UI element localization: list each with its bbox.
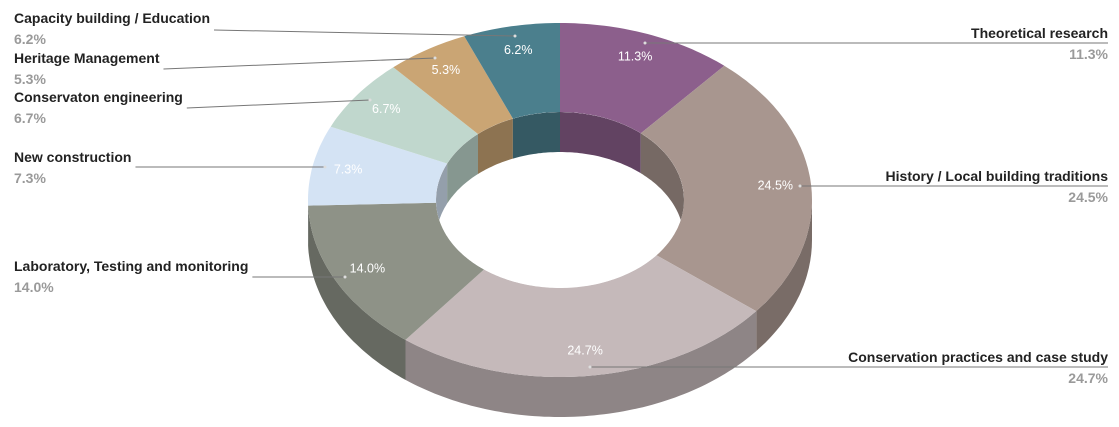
percent-label: 6.2%: [14, 31, 46, 47]
hole: [436, 112, 684, 288]
category-label: Conservaton engineering: [14, 89, 183, 105]
slice: [393, 36, 513, 134]
callout-line: [163, 57, 436, 70]
slice-label: 6.2%: [504, 43, 533, 57]
category-label: Conservation practices and case study: [848, 349, 1108, 365]
callout-dot: [513, 34, 517, 38]
slice-inner-wall: [640, 133, 684, 240]
percent-label: 14.0%: [14, 279, 54, 295]
category-label: Theoretical research: [971, 25, 1108, 41]
category-label: Heritage Management: [14, 50, 160, 66]
callout-dot: [433, 56, 437, 60]
slices: [308, 23, 812, 377]
percent-label: 7.3%: [14, 170, 46, 186]
slice: [330, 67, 478, 164]
percent-label: 11.3%: [1069, 46, 1108, 62]
percent-label: 6.7%: [14, 110, 46, 126]
slice-label: 14.0%: [350, 261, 385, 275]
slice-side: [308, 205, 406, 380]
callout-dot: [368, 98, 372, 102]
percent-label: 24.7%: [1068, 370, 1108, 386]
slice-label: 24.7%: [567, 343, 602, 357]
slice-label: 6.7%: [372, 102, 401, 116]
percent-label: 24.5%: [1068, 189, 1108, 205]
category-label: Laboratory, Testing and monitoring: [14, 258, 248, 274]
slice-inner-wall: [560, 112, 641, 174]
slice-label: 24.5%: [758, 178, 793, 192]
labels: 11.3% 24.5% 24.7% 14.0% 7.3% 6.7% 5.3% 6.2% Theo…: [14, 10, 1109, 386]
slice: [308, 202, 484, 340]
callout-line: [214, 29, 516, 37]
side-walls: [308, 200, 812, 417]
category-label: Capacity building / Education: [14, 10, 210, 26]
slice-side: [405, 311, 757, 417]
slice: [308, 126, 448, 206]
slice-label: 11.3%: [618, 50, 653, 64]
callout-dot: [643, 41, 647, 45]
callout-dot: [798, 184, 802, 188]
slice-inner-wall: [447, 134, 478, 204]
slice: [640, 65, 812, 312]
slice-label: 7.3%: [334, 162, 363, 176]
slice: [560, 23, 725, 134]
slice-inner-wall: [512, 112, 560, 159]
category-label: New construction: [14, 149, 131, 165]
category-label: History / Local building traditions: [886, 168, 1109, 184]
slice-label: 5.3%: [432, 63, 461, 77]
callout-dot: [323, 165, 327, 169]
callout-dot: [588, 365, 592, 369]
slice-side: [756, 200, 812, 352]
callout-line: [186, 99, 371, 109]
slice: [405, 255, 757, 377]
slice-inner-wall: [478, 118, 513, 174]
percent-label: 5.3%: [14, 71, 46, 87]
slice: [464, 23, 560, 119]
callout-dot: [343, 275, 347, 279]
